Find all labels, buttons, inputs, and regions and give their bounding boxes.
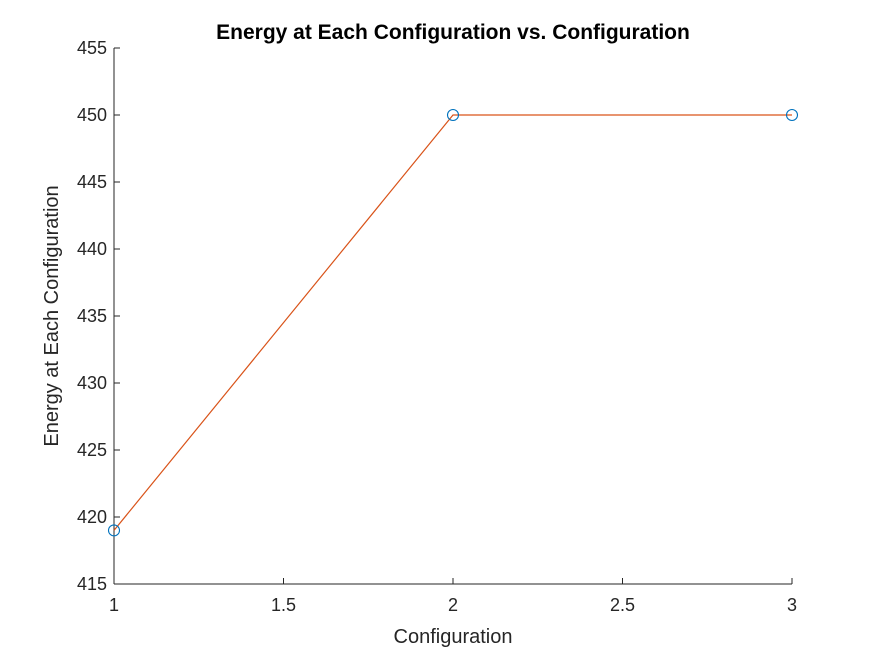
x-tick-label: 1.5: [271, 595, 296, 615]
series-layer: [107, 108, 799, 537]
data-point-marker: [107, 524, 121, 537]
x-axis-label: Configuration: [394, 626, 513, 648]
y-tick-label: 425: [77, 440, 107, 460]
data-point-marker: [785, 108, 799, 122]
x-tick-label: 2.5: [610, 595, 635, 615]
x-axis-ticks: 1 1.5 2 2.5 3: [109, 578, 797, 615]
x-tick-label: 3: [787, 595, 797, 615]
y-axis-ticks: 415 420 425 430 435 440 445 450 455: [77, 38, 120, 594]
y-tick-label: 415: [77, 574, 107, 594]
series-line: [113, 114, 792, 531]
y-tick-label: 435: [77, 306, 107, 326]
plot-area: 1 1.5 2 2.5 3 415 420 425 430 435 440 445 450 455: [77, 38, 799, 615]
y-tick-label: 445: [77, 172, 107, 192]
y-tick-label: 430: [77, 373, 107, 393]
y-tick-label: 440: [77, 239, 107, 259]
x-tick-label: 2: [448, 595, 458, 615]
y-tick-label: 455: [77, 38, 107, 58]
y-tick-label: 450: [77, 105, 107, 125]
x-tick-label: 1: [109, 595, 119, 615]
data-point-marker: [446, 108, 460, 122]
y-tick-label: 420: [77, 507, 107, 527]
chart-title: Energy at Each Configuration vs. Configu…: [216, 21, 690, 44]
y-axis-label: Energy at Each Configuration: [41, 185, 63, 446]
